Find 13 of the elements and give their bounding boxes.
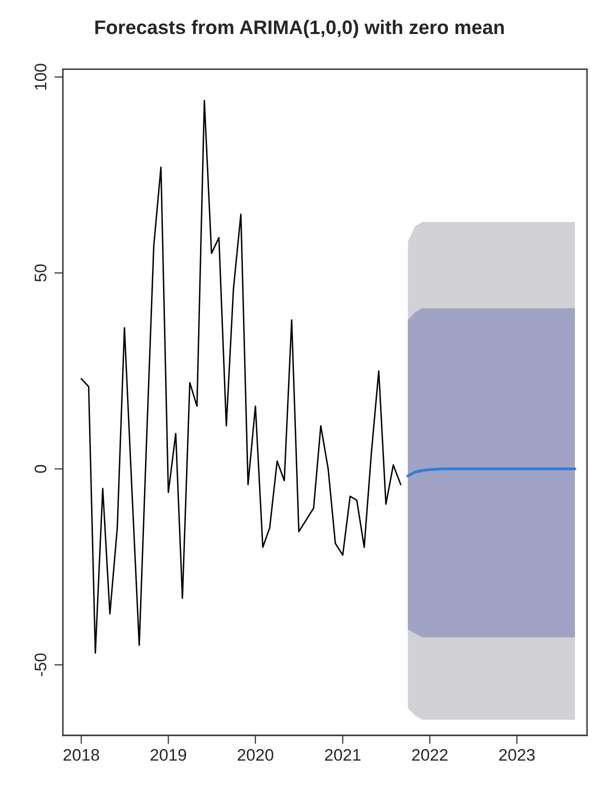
- x-tick-label: 2018: [64, 749, 100, 761]
- y-tick-label: 0: [34, 464, 46, 473]
- y-tick-label: 100: [34, 64, 46, 90]
- x-tick-label: 2023: [499, 749, 535, 761]
- y-tick-label: 50: [34, 264, 46, 282]
- x-tick-label: 2019: [150, 749, 186, 761]
- line-series: [80, 100, 402, 654]
- chart-title: Forecasts from ARIMA(1,0,0) with zero mean: [95, 20, 504, 38]
- x-tick-label: 2022: [412, 749, 448, 761]
- y-tick-label: -50: [34, 653, 46, 676]
- x-tick-label: 2021: [325, 749, 360, 761]
- line-series: [406, 468, 576, 478]
- x-tick-label: 2020: [238, 749, 274, 761]
